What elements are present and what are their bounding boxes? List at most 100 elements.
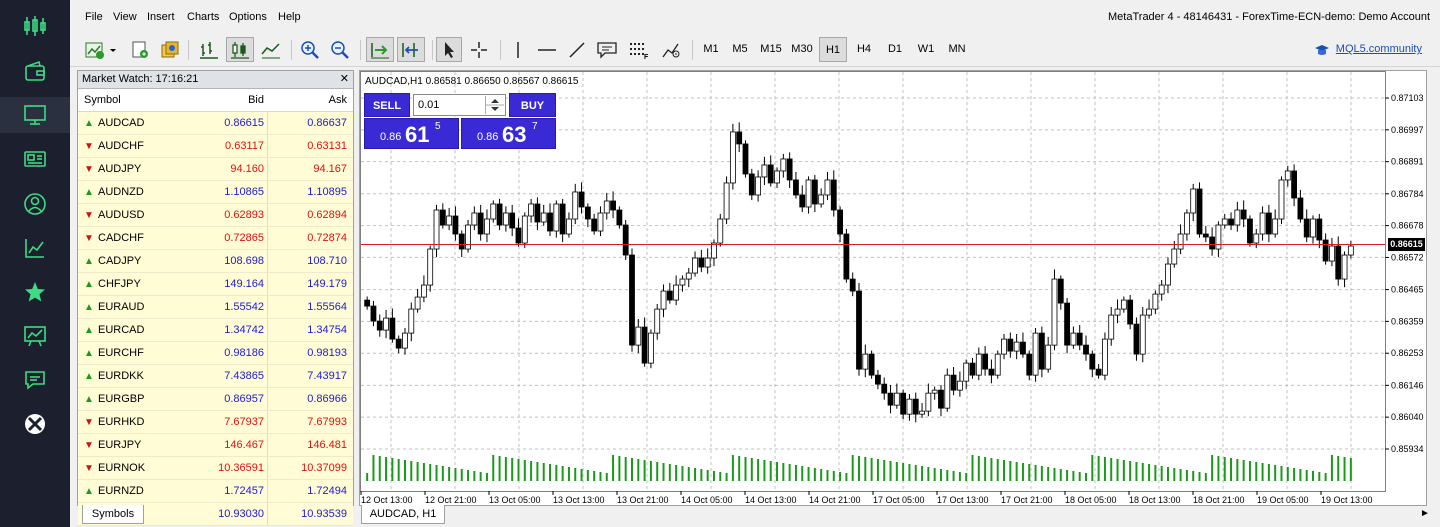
time-axis-label: 13 Oct 21:00 xyxy=(617,495,669,505)
auto-scroll-icon[interactable] xyxy=(366,37,394,62)
market-watch-row[interactable]: ▲ EURGBP 0.86957 0.86966 xyxy=(78,388,353,411)
zoom-in-icon[interactable] xyxy=(297,37,323,62)
tf-d1[interactable]: D1 xyxy=(887,43,903,55)
sell-price-prefix: 0.86 xyxy=(380,131,402,143)
column-symbol[interactable]: Symbol xyxy=(84,94,121,106)
candle-body xyxy=(566,218,572,235)
market-watch-row[interactable]: ▼ EURHKD 7.67937 7.67993 xyxy=(78,411,353,434)
horizontal-line-tool-icon[interactable] xyxy=(534,37,560,62)
profile-icon[interactable] xyxy=(0,186,70,222)
chart-shift-icon[interactable] xyxy=(397,37,425,62)
lot-size-input[interactable]: 0.01 xyxy=(413,94,506,116)
analytics-icon[interactable] xyxy=(0,230,70,266)
lot-stepper[interactable] xyxy=(485,96,504,114)
tab-scroll-right-icon[interactable]: ► xyxy=(1420,508,1430,519)
mql5-community-link[interactable]: MQL5.community xyxy=(1335,43,1422,55)
menu-options[interactable]: Options xyxy=(229,11,267,23)
wallet-icon[interactable] xyxy=(0,54,70,90)
text-label-tool-icon[interactable] xyxy=(594,37,620,62)
tab-symbols[interactable]: Symbols xyxy=(82,505,144,524)
candle-body xyxy=(364,299,371,307)
market-watch-row[interactable]: ▲ AUDCAD 0.86615 0.86637 xyxy=(78,112,353,135)
news-icon[interactable] xyxy=(0,141,70,177)
buy-price-fraction: 7 xyxy=(532,121,538,132)
market-watch-row[interactable]: ▼ EURJPY 146.467 146.481 xyxy=(78,434,353,457)
symbol-name: EURJPY xyxy=(98,439,142,451)
tf-m15[interactable]: M15 xyxy=(760,43,782,55)
chart-window[interactable]: 0.87103 0.86997 0.86891 0.86784 0.86678 0.865… xyxy=(359,70,1427,506)
market-watch-row[interactable]: ▼ AUDCHF 0.63117 0.63131 xyxy=(78,135,353,158)
sell-button[interactable]: SELL xyxy=(364,93,410,117)
fibonacci-tool-icon[interactable]: F xyxy=(626,37,652,62)
market-watch-row[interactable]: ▼ AUDUSD 0.62893 0.62894 xyxy=(78,204,353,227)
market-watch-row[interactable]: ▲ EURAUD 1.55542 1.55564 xyxy=(78,296,353,319)
candle-body xyxy=(1322,239,1329,262)
candle-body xyxy=(1083,344,1089,355)
market-watch-row[interactable]: ▲ EURCHF 0.98186 0.98193 xyxy=(78,342,353,365)
market-watch-row[interactable]: ▲ EURCAD 1.34742 1.34754 xyxy=(78,319,353,342)
market-watch-row[interactable]: ▲ EURNZD 1.72457 1.72494 xyxy=(78,480,353,503)
period-separator-icon[interactable] xyxy=(658,37,684,62)
presentation-icon[interactable] xyxy=(0,318,70,354)
candle-body xyxy=(994,353,1001,376)
profiles-icon[interactable] xyxy=(128,37,152,62)
candle-body xyxy=(414,296,421,310)
market-watch-row[interactable]: ▲ CHFJPY 149.164 149.179 xyxy=(78,273,353,296)
symbol-cell: ▲ EURGBP xyxy=(84,388,184,411)
column-bid[interactable]: Bid xyxy=(248,94,264,106)
menu-file[interactable]: File xyxy=(85,11,103,23)
cursor-tool-icon[interactable] xyxy=(436,37,462,62)
crosshair-tool-icon[interactable] xyxy=(466,37,492,62)
price-axis-label: 0.86465 xyxy=(1391,285,1424,295)
vertical-line-tool-icon[interactable] xyxy=(508,37,528,62)
menu-view[interactable]: View xyxy=(113,11,137,23)
candle-body xyxy=(1202,233,1209,238)
close-icon[interactable]: ✕ xyxy=(339,73,349,85)
trendline-tool-icon[interactable] xyxy=(565,37,589,62)
star-icon[interactable] xyxy=(0,274,70,310)
market-watch-row[interactable]: ▼ CADCHF 0.72865 0.72874 xyxy=(78,227,353,250)
tf-m1[interactable]: M1 xyxy=(703,43,719,55)
mql5-community-icon[interactable] xyxy=(1314,42,1330,61)
menu-charts[interactable]: Charts xyxy=(187,11,220,23)
menu-help[interactable]: Help xyxy=(278,11,301,23)
symbol-cell: ▲ EURDKK xyxy=(84,365,184,388)
line-chart-icon[interactable] xyxy=(258,37,284,62)
symbol-name: EURGBP xyxy=(98,393,145,405)
tf-mn[interactable]: MN xyxy=(948,43,966,55)
symbol-cell: ▲ AUDNZD xyxy=(84,181,184,204)
candlestick-chart-icon[interactable] xyxy=(226,37,254,62)
market-watch-row[interactable]: ▲ CADJPY 108.698 108.710 xyxy=(78,250,353,273)
tab-audcad-h1[interactable]: AUDCAD, H1 xyxy=(361,505,445,524)
tf-h4[interactable]: H4 xyxy=(856,43,872,55)
bid-cell: 0.62893 xyxy=(224,209,264,221)
column-ask[interactable]: Ask xyxy=(328,94,347,106)
candle-body xyxy=(1001,338,1007,355)
bid-cell: 10.93030 xyxy=(218,508,264,520)
menu-insert[interactable]: Insert xyxy=(147,11,175,23)
bid-cell: 7.43865 xyxy=(224,370,264,382)
market-watch-row[interactable]: ▼ AUDJPY 94.160 94.167 xyxy=(78,158,353,181)
chat-icon[interactable] xyxy=(0,362,70,398)
zoom-out-icon[interactable] xyxy=(327,37,353,62)
market-watch-row[interactable]: ▼ EURNOK 10.36591 10.37099 xyxy=(78,457,353,480)
templates-icon[interactable] xyxy=(158,37,182,62)
market-watch-row[interactable]: ▲ EURDKK 7.43865 7.43917 xyxy=(78,365,353,388)
sell-price[interactable]: 0.86 61 5 xyxy=(364,118,459,149)
tf-h1[interactable]: H1 xyxy=(819,37,847,62)
buy-button[interactable]: BUY xyxy=(509,93,556,117)
brand-logo-icon[interactable] xyxy=(0,406,70,442)
market-watch-row[interactable]: ▲ AUDNZD 1.10865 1.10895 xyxy=(78,181,353,204)
tf-w1[interactable]: W1 xyxy=(917,43,935,55)
symbol-cell: ▼ CADCHF xyxy=(84,227,184,250)
ask-cell: 10.93539 xyxy=(301,508,347,520)
symbol-name: EURCHF xyxy=(98,347,144,359)
buy-price[interactable]: 0.86 63 7 xyxy=(461,118,556,149)
tf-m30[interactable]: M30 xyxy=(791,43,813,55)
tf-m5[interactable]: M5 xyxy=(732,43,748,55)
bar-chart-icon[interactable] xyxy=(196,37,222,62)
candle-body xyxy=(673,284,680,301)
chart-candles-icon[interactable] xyxy=(0,8,70,44)
new-chart-icon[interactable] xyxy=(82,37,120,62)
monitor-icon[interactable] xyxy=(0,97,70,133)
